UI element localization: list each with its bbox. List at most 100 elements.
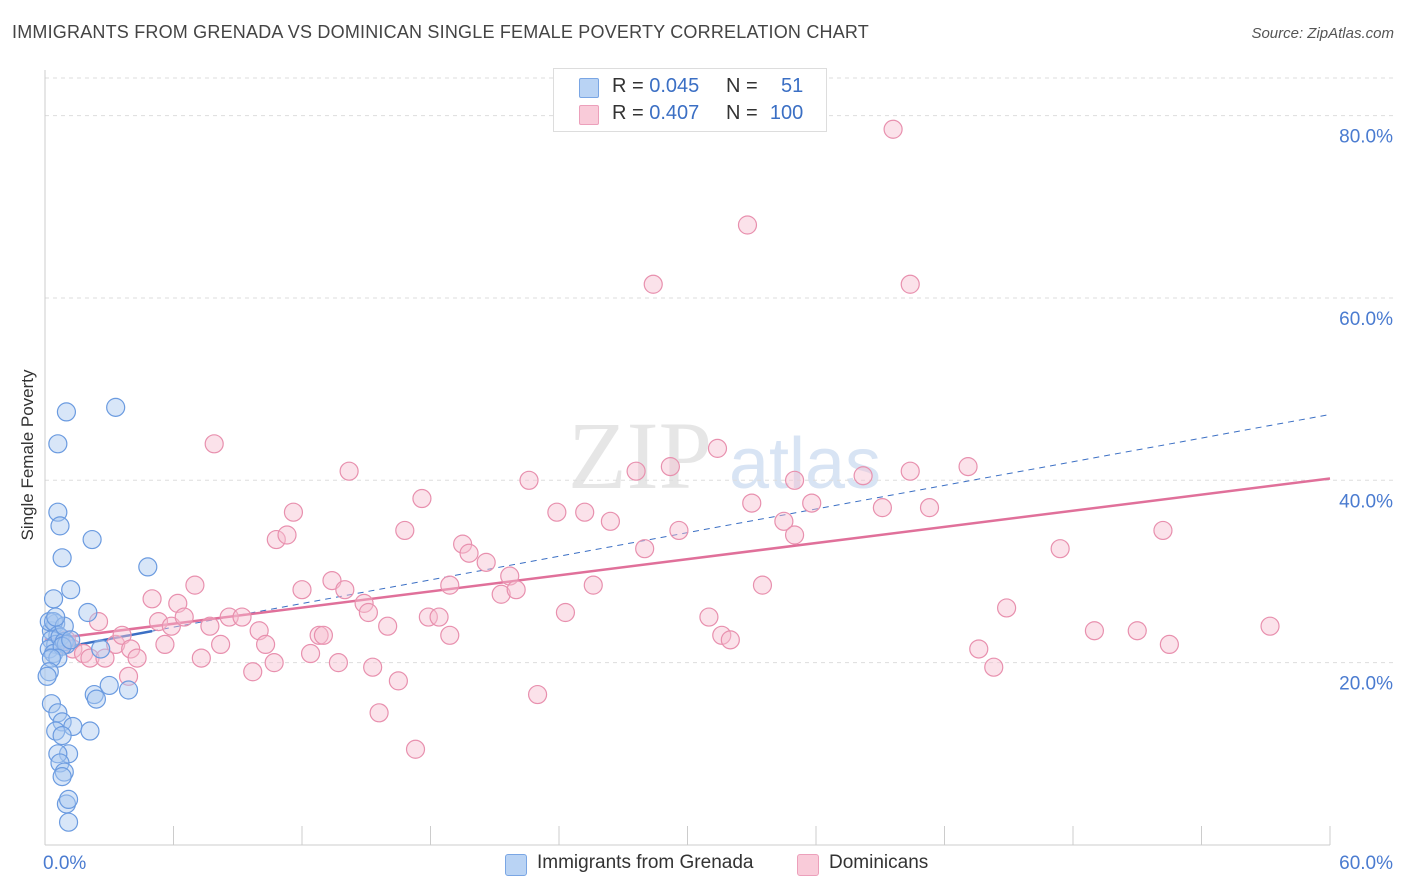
dominicans-point xyxy=(255,634,276,655)
dominicans-point xyxy=(309,625,329,645)
axes xyxy=(44,70,1331,846)
dominicans-point xyxy=(264,653,284,673)
grenada-point xyxy=(58,789,79,810)
dominicans-point xyxy=(363,657,383,677)
dominicans-trend-line xyxy=(44,477,1331,642)
chart-title: IMMIGRANTS FROM GRENADA VS DOMINICAN SIN… xyxy=(12,22,869,42)
legend-r-label: R = xyxy=(612,102,650,124)
dominicans-point xyxy=(412,488,432,509)
y-tick-label: 40.0% xyxy=(1339,491,1393,512)
dominicans-point xyxy=(277,525,297,545)
dominicans-point xyxy=(339,461,359,481)
dominicans-point xyxy=(626,461,646,481)
grenada-point xyxy=(52,548,72,568)
dominicans-point xyxy=(575,502,595,522)
gridlines xyxy=(45,77,1395,664)
dominicans-point xyxy=(506,580,526,600)
grenada-point xyxy=(37,666,57,686)
legend-row-dominicans: R = 0.407 N = 100 xyxy=(554,102,826,126)
grenada-point xyxy=(99,675,119,696)
grenada-point xyxy=(80,721,100,741)
grenada-point xyxy=(56,402,77,422)
y-tick-label: 60.0% xyxy=(1339,309,1393,330)
dominicans-point xyxy=(112,625,132,645)
y-tick-label: 20.0% xyxy=(1339,674,1393,695)
dominicans-point xyxy=(328,653,349,673)
dominicans-point xyxy=(784,470,805,490)
dominicans-point xyxy=(737,215,758,235)
grenada-point xyxy=(50,516,70,536)
dominicans-point xyxy=(643,274,663,294)
dominicans-point xyxy=(266,529,286,550)
dominicans-point xyxy=(440,575,460,595)
x-tick-label-min: 0.0% xyxy=(43,853,86,874)
data-points xyxy=(37,119,1280,832)
dominicans-point xyxy=(669,520,689,541)
dominicans-point xyxy=(354,593,374,613)
grenada-point xyxy=(78,602,98,623)
legend-swatch-blue xyxy=(579,78,599,98)
dominicans-point xyxy=(358,602,378,623)
dominicans-point xyxy=(369,703,389,723)
dominicans-point xyxy=(547,502,567,522)
dominicans-point xyxy=(802,493,822,513)
dominicans-point xyxy=(707,438,728,458)
grenada-point xyxy=(48,648,68,668)
bottom-legend-swatch-pink xyxy=(797,854,819,876)
dominicans-point xyxy=(900,274,920,294)
dominicans-point xyxy=(313,625,334,645)
dominicans-point xyxy=(1084,621,1105,641)
dominicans-point xyxy=(185,575,205,595)
dominicans-point xyxy=(95,648,115,668)
dominicans-point xyxy=(1260,616,1280,636)
bottom-legend-label-grenada: Immigrants from Grenada xyxy=(537,852,754,873)
dominicans-point xyxy=(600,511,621,531)
dominicans-point xyxy=(142,589,162,609)
watermark-atlas: atlas xyxy=(729,424,881,504)
dominicans-point xyxy=(853,466,873,486)
dominicans-point xyxy=(395,520,415,541)
dominicans-point xyxy=(204,434,224,454)
dominicans-point xyxy=(1153,520,1173,541)
dominicans-point xyxy=(712,625,732,645)
dominicans-point xyxy=(211,634,231,655)
dominicans-point xyxy=(984,657,1004,677)
grenada-point xyxy=(52,725,72,746)
dominicans-point xyxy=(148,612,169,632)
dominicans-point xyxy=(699,607,719,627)
dominicans-point xyxy=(174,607,194,627)
bottom-legend-swatch-blue xyxy=(505,854,527,876)
dominicans-point xyxy=(440,625,460,645)
legend-n-value: 100 xyxy=(769,102,804,124)
grenada-point xyxy=(138,557,158,577)
dominicans-point xyxy=(491,584,511,604)
legend-r-value: 0.407 xyxy=(649,102,700,124)
dominicans-point xyxy=(300,643,321,664)
dominicans-point xyxy=(118,666,139,686)
y-tick-label: 80.0% xyxy=(1339,127,1393,148)
dominicans-point xyxy=(720,630,740,650)
legend-r-value: 0.045 xyxy=(649,75,700,97)
dominicans-point xyxy=(969,639,989,659)
dominicans-point xyxy=(388,671,408,691)
dominicans-point xyxy=(418,607,438,627)
grenada-point xyxy=(106,397,126,417)
grenada-point xyxy=(46,607,66,627)
dominicans-point xyxy=(527,684,548,705)
grenada-point xyxy=(61,580,81,600)
source-label: Source: ZipAtlas.com xyxy=(1251,25,1394,42)
dominicans-point xyxy=(997,598,1017,618)
dominicans-point xyxy=(476,552,496,572)
dominicans-point xyxy=(429,607,449,627)
dominicans-point xyxy=(200,616,220,636)
dominicans-point xyxy=(900,461,920,481)
legend-r-label: R = xyxy=(612,75,650,97)
watermark: ZIP atlas xyxy=(568,402,881,509)
dominicans-point xyxy=(335,580,355,600)
dominicans-point xyxy=(784,525,805,545)
dominicans-point xyxy=(283,502,304,522)
dominicans-point xyxy=(155,634,175,655)
legend-n-label: N = xyxy=(726,75,764,97)
bottom-legend-label-dominicans: Dominicans xyxy=(829,852,929,873)
